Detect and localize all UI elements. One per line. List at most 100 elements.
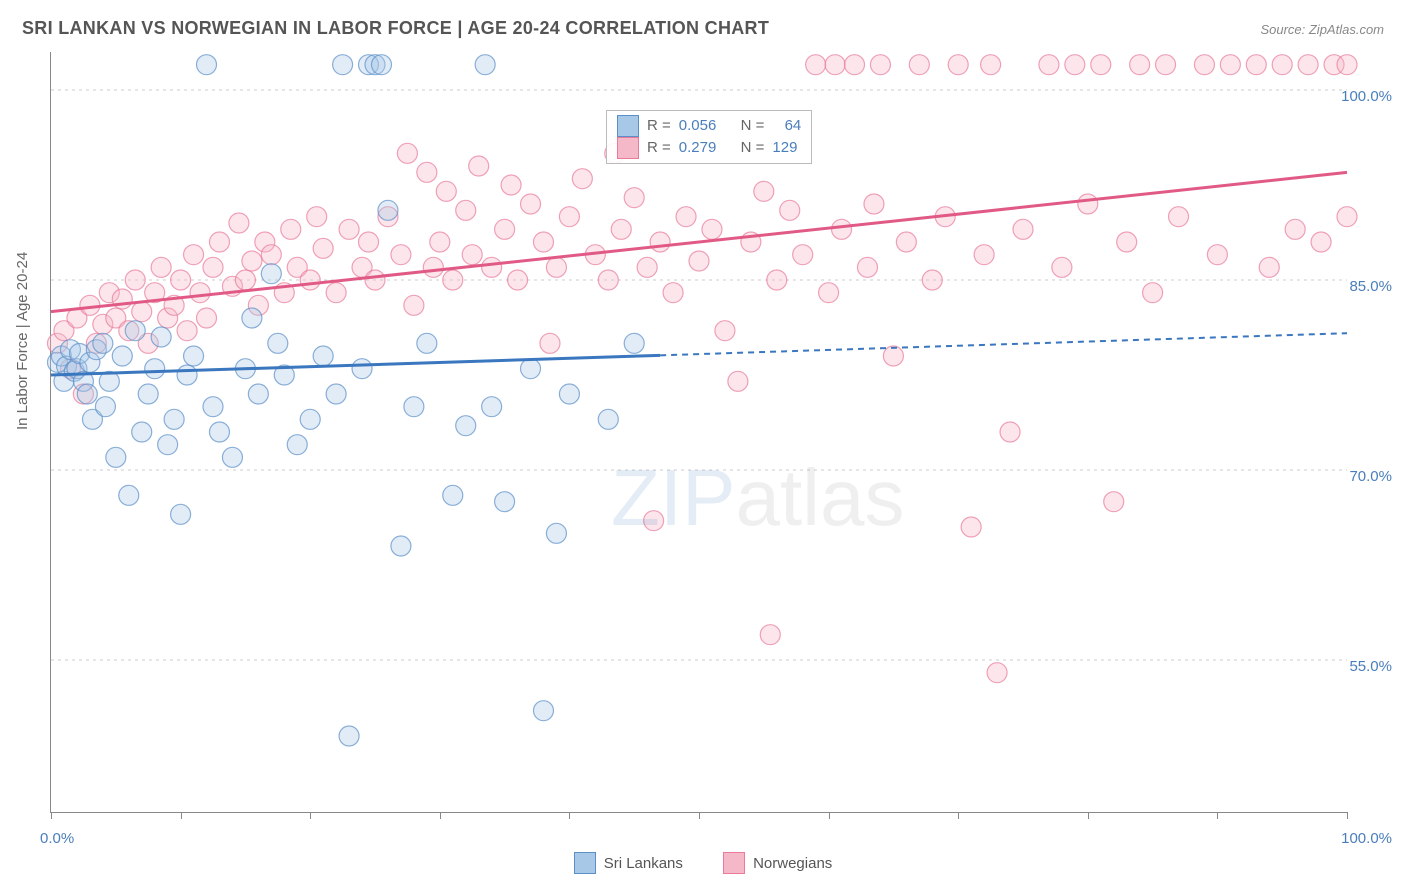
point-norwegians — [307, 207, 327, 227]
legend-row-sri-lankans: R = 0.056 N = 64 — [617, 115, 801, 137]
point-norwegians — [974, 245, 994, 265]
point-norwegians — [508, 270, 528, 290]
scatter-svg — [51, 52, 1347, 812]
point-sri-lankans — [559, 384, 579, 404]
point-sri-lankans — [132, 422, 152, 442]
point-norwegians — [190, 283, 210, 303]
x-tick-mark — [1088, 812, 1089, 819]
point-sri-lankans — [495, 492, 515, 512]
point-norwegians — [1298, 55, 1318, 75]
point-norwegians — [397, 143, 417, 163]
point-sri-lankans — [119, 485, 139, 505]
point-norwegians — [359, 232, 379, 252]
point-norwegians — [501, 175, 521, 195]
point-sri-lankans — [352, 359, 372, 379]
point-norwegians — [521, 194, 541, 214]
point-sri-lankans — [145, 359, 165, 379]
point-norwegians — [1246, 55, 1266, 75]
point-norwegians — [767, 270, 787, 290]
x-tick-mark — [1347, 812, 1348, 819]
point-sri-lankans — [624, 333, 644, 353]
trend-line-dash-sri-lankans — [660, 333, 1347, 355]
source-attribution: Source: ZipAtlas.com — [1260, 22, 1384, 37]
point-norwegians — [644, 511, 664, 531]
point-norwegians — [546, 257, 566, 277]
point-norwegians — [637, 257, 657, 277]
point-sri-lankans — [164, 409, 184, 429]
point-sri-lankans — [151, 327, 171, 347]
point-norwegians — [197, 308, 217, 328]
legend-row-norwegians: R = 0.279 N = 129 — [617, 137, 801, 159]
point-norwegians — [689, 251, 709, 271]
point-sri-lankans — [112, 346, 132, 366]
point-norwegians — [624, 188, 644, 208]
swatch-pink — [723, 852, 745, 874]
point-norwegians — [1207, 245, 1227, 265]
point-norwegians — [300, 270, 320, 290]
x-tick-mark — [829, 812, 830, 819]
point-norwegians — [1169, 207, 1189, 227]
point-norwegians — [1130, 55, 1150, 75]
point-sri-lankans — [268, 333, 288, 353]
point-sri-lankans — [222, 447, 242, 467]
point-norwegians — [242, 251, 262, 271]
point-norwegians — [864, 194, 884, 214]
n-label: N = — [741, 115, 765, 137]
swatch-blue — [617, 115, 639, 137]
point-norwegians — [806, 55, 826, 75]
point-norwegians — [987, 663, 1007, 683]
point-norwegians — [1013, 219, 1033, 239]
point-norwegians — [443, 270, 463, 290]
point-norwegians — [793, 245, 813, 265]
point-norwegians — [261, 245, 281, 265]
point-norwegians — [1272, 55, 1292, 75]
point-norwegians — [1052, 257, 1072, 277]
x-tick-mark — [440, 812, 441, 819]
point-norwegians — [436, 181, 456, 201]
point-norwegians — [423, 257, 443, 277]
point-norwegians — [495, 219, 515, 239]
point-norwegians — [462, 245, 482, 265]
point-norwegians — [702, 219, 722, 239]
legend-label: Norwegians — [753, 855, 832, 872]
point-norwegians — [845, 55, 865, 75]
point-norwegians — [1220, 55, 1240, 75]
point-sri-lankans — [533, 701, 553, 721]
point-sri-lankans — [287, 435, 307, 455]
point-sri-lankans — [326, 384, 346, 404]
point-norwegians — [177, 321, 197, 341]
point-norwegians — [456, 200, 476, 220]
point-norwegians — [819, 283, 839, 303]
point-norwegians — [896, 232, 916, 252]
point-norwegians — [1337, 55, 1357, 75]
x-tick-mark — [310, 812, 311, 819]
y-tick-label: 85.0% — [1349, 278, 1392, 295]
point-norwegians — [125, 270, 145, 290]
point-norwegians — [365, 270, 385, 290]
point-sri-lankans — [242, 308, 262, 328]
y-axis-label: In Labor Force | Age 20-24 — [14, 252, 31, 430]
point-norwegians — [313, 238, 333, 258]
point-norwegians — [469, 156, 489, 176]
point-sri-lankans — [95, 397, 115, 417]
point-norwegians — [404, 295, 424, 315]
point-norwegians — [857, 257, 877, 277]
legend-item-norwegians: Norwegians — [723, 852, 832, 874]
point-sri-lankans — [339, 726, 359, 746]
point-sri-lankans — [184, 346, 204, 366]
point-sri-lankans — [333, 55, 353, 75]
point-sri-lankans — [177, 365, 197, 385]
point-norwegians — [1065, 55, 1085, 75]
legend-label: Sri Lankans — [604, 855, 683, 872]
point-sri-lankans — [417, 333, 437, 353]
x-tick-mark — [958, 812, 959, 819]
point-norwegians — [1039, 55, 1059, 75]
point-norwegians — [572, 169, 592, 189]
point-norwegians — [676, 207, 696, 227]
point-sri-lankans — [404, 397, 424, 417]
point-sri-lankans — [209, 422, 229, 442]
swatch-pink — [617, 137, 639, 159]
y-tick-label: 70.0% — [1349, 468, 1392, 485]
n-label: N = — [741, 137, 765, 159]
r-label: R = — [647, 115, 671, 137]
